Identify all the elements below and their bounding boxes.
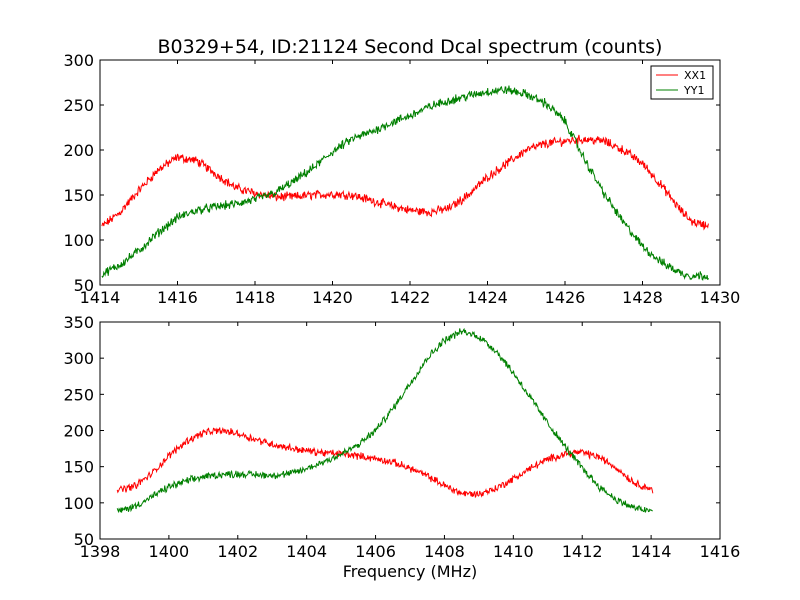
y-tick-label: 50	[74, 276, 94, 295]
y-tick-label: 350	[63, 313, 94, 332]
x-tick-label: 1420	[312, 288, 353, 307]
y-tick-label: 150	[63, 458, 94, 477]
y-tick-label: 300	[63, 349, 94, 368]
x-tick-label: 1404	[286, 542, 327, 561]
x-tick-label: 1416	[157, 288, 198, 307]
x-tick-label: 1412	[562, 542, 603, 561]
y-tick-label: 300	[63, 51, 94, 70]
y-tick-label: 150	[63, 186, 94, 205]
x-tick-label: 1400	[149, 542, 190, 561]
x-tick-label: 1402	[217, 542, 258, 561]
chart-panel-2: 1398 1400 1402 1404 1406 1408 1410 1412 1414 1416…	[63, 313, 740, 561]
legend-box	[650, 65, 714, 100]
x-tick-label: 1414	[80, 288, 121, 307]
x-tick-label: 1428	[622, 288, 663, 307]
y-tick-label: 200	[63, 422, 94, 441]
series-line-xx1	[116, 427, 654, 499]
series-line-yy1	[101, 85, 709, 281]
series-line-xx1	[101, 134, 709, 231]
x-tick-label: 1414	[631, 542, 672, 561]
y-tick-label: 100	[63, 231, 94, 250]
x-tick-label: 1424	[467, 288, 508, 307]
series-line-yy1	[116, 327, 653, 514]
legend-label-yy1: YY1	[683, 84, 704, 97]
y-tick-label: 200	[63, 141, 94, 160]
y-tick-label: 250	[63, 96, 94, 115]
y-tick-label: 250	[63, 385, 94, 404]
x-axis-label: Frequency (MHz)	[343, 562, 477, 581]
x-tick-label: 1418	[235, 288, 276, 307]
x-tick-label: 1406	[355, 542, 396, 561]
x-tick-label: 1398	[80, 542, 121, 561]
x-tick-label: 1408	[424, 542, 465, 561]
x-tick-label: 1430	[700, 288, 741, 307]
series-group	[116, 327, 654, 514]
series-group	[101, 85, 709, 281]
y-tick-label: 50	[74, 530, 94, 549]
chart-title: B0329+54, ID:21124 Second Dcal spectrum …	[158, 36, 663, 58]
x-tick-label: 1416	[700, 542, 741, 561]
x-tick-label: 1410	[493, 542, 534, 561]
x-tick-label: 1426	[545, 288, 586, 307]
chart-panel-1: 1414 1416 1418 1420 1422 1424 1426 1428 1430 50 10…	[63, 51, 740, 307]
x-tick-label: 1422	[390, 288, 431, 307]
y-tick-label: 100	[63, 494, 94, 513]
legend-label-xx1: XX1	[684, 69, 706, 82]
